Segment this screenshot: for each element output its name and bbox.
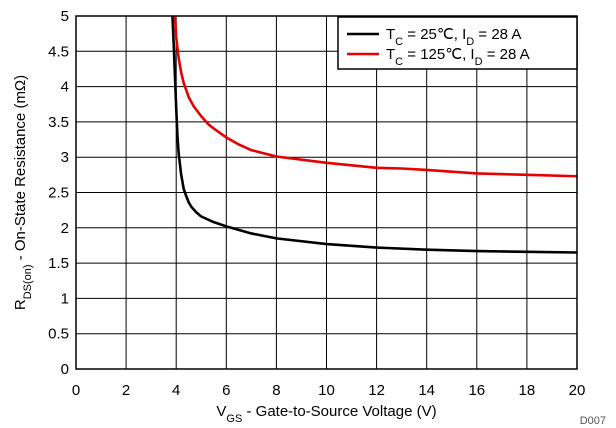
series-line-1 (171, 16, 577, 254)
x-tick-label: 2 (122, 382, 130, 399)
x-tick-label: 6 (222, 382, 230, 399)
series-line-2 (173, 16, 577, 178)
y-tick-label: 4 (61, 79, 69, 96)
legend-label-1: TC = 25℃, ID = 28 A (386, 26, 521, 48)
x-tick-label: 18 (519, 382, 536, 399)
y-tick-label: 5 (61, 8, 69, 25)
figure-code-label: D007 (580, 415, 606, 427)
x-tick-label: 20 (569, 382, 586, 399)
x-tick-label: 12 (368, 382, 385, 399)
legend: TC = 25℃, ID = 28 ATC = 125℃, ID = 28 A (337, 16, 578, 70)
x-axis-label: VGS - Gate-to-Source Voltage (V) (216, 403, 436, 425)
plot-frame (75, 15, 578, 370)
x-tick-labels: 0 2 4 6 8 10 12 14 16 18 20 (72, 382, 586, 399)
y-tick-labels: 0 0.5 1 1.5 2 2.5 3 3.5 4 4.5 5 (48, 8, 69, 378)
y-tick-label: 2.5 (48, 185, 69, 202)
y-axis-label: RDS(on) - On-State Resistance (mΩ) (12, 75, 34, 310)
x-tick-label: 4 (172, 382, 180, 399)
y-tick-label: 4.5 (48, 43, 69, 60)
series-layer (171, 16, 577, 254)
x-tick-label: 14 (418, 382, 435, 399)
x-tick-label: 10 (318, 382, 335, 399)
y-tick-label: 0.5 (48, 326, 69, 343)
x-tick-label: 8 (272, 382, 280, 399)
y-tick-label: 1.5 (48, 255, 69, 272)
y-tick-label: 3.5 (48, 114, 69, 131)
legend-box (337, 16, 578, 70)
y-tick-label: 0 (61, 361, 69, 378)
x-tick-label: 16 (468, 382, 485, 399)
y-tick-label: 2 (61, 220, 69, 237)
legend-label-2: TC = 125℃, ID = 28 A (386, 46, 530, 68)
y-tick-label: 3 (61, 149, 69, 166)
x-tick-label: 0 (72, 382, 80, 399)
y-tick-label: 1 (61, 290, 69, 307)
